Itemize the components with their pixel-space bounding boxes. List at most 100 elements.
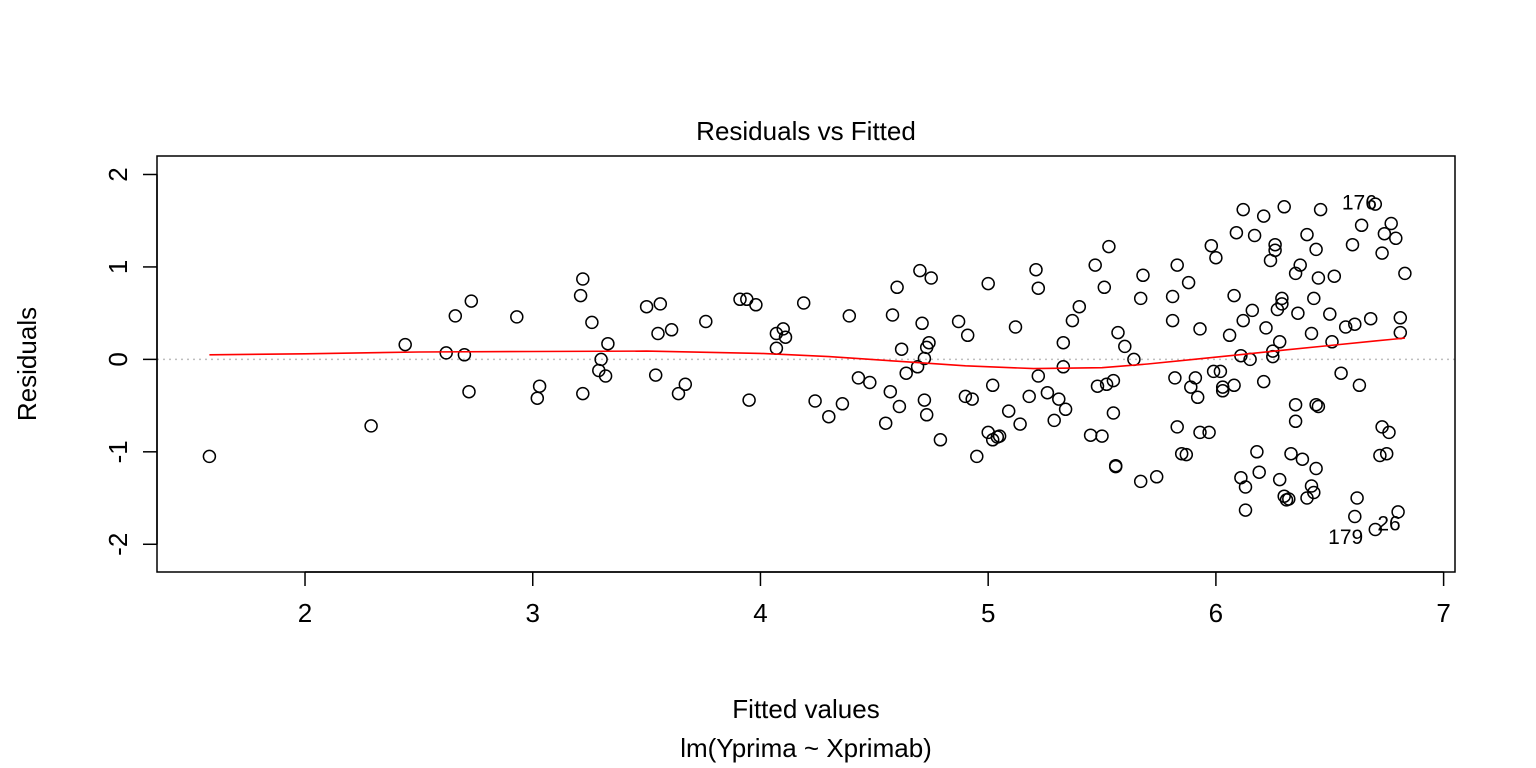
residual-point xyxy=(1350,491,1364,505)
residual-point xyxy=(1307,291,1321,306)
residual-point xyxy=(1090,379,1105,393)
residual-point xyxy=(1368,197,1383,211)
residual-point xyxy=(796,296,811,310)
x-tick-label: 7 xyxy=(1436,598,1450,628)
x-tick-label: 6 xyxy=(1209,598,1223,628)
residual-point xyxy=(1259,321,1273,335)
residual-point xyxy=(1206,364,1221,379)
residual-point xyxy=(1345,237,1360,252)
residual-point xyxy=(1165,289,1180,304)
residual-point xyxy=(1056,360,1071,374)
residual-point xyxy=(1149,470,1164,484)
residual-point xyxy=(1013,417,1027,431)
residual-point xyxy=(1307,485,1321,500)
residual-point xyxy=(1099,377,1114,392)
residual-point xyxy=(1391,505,1405,519)
residual-point xyxy=(1052,392,1066,406)
x-axis: 2 3 4 5 6 7 xyxy=(298,571,1451,628)
residual-point xyxy=(1111,325,1125,340)
residual-point xyxy=(1102,239,1116,254)
residual-point xyxy=(594,352,608,367)
residual-point xyxy=(1170,258,1184,272)
residual-point xyxy=(1334,366,1348,380)
residual-point xyxy=(1215,384,1230,398)
residual-point xyxy=(1293,258,1307,272)
x-tick-label: 4 xyxy=(753,598,767,628)
residual-point xyxy=(899,366,913,380)
residual-point xyxy=(1250,445,1264,459)
residual-point xyxy=(878,416,893,430)
residual-point xyxy=(922,335,936,350)
residual-point xyxy=(1174,446,1189,461)
residual-point xyxy=(913,263,927,278)
residual-point xyxy=(439,346,453,360)
residual-point xyxy=(1393,311,1408,325)
residual-point xyxy=(1236,313,1250,328)
residual-point xyxy=(1202,425,1216,440)
residual-point xyxy=(851,371,866,385)
residual-point xyxy=(1252,465,1266,479)
residual-point xyxy=(1047,413,1061,428)
residual-point xyxy=(1222,328,1237,343)
y-axis: -2 -1 0 1 2 xyxy=(103,167,158,556)
residual-point xyxy=(1238,503,1253,517)
residual-point xyxy=(1213,364,1228,379)
residual-point xyxy=(808,394,822,408)
residual-point xyxy=(883,384,898,399)
residual-point xyxy=(1193,425,1207,440)
residual-point xyxy=(1245,303,1260,318)
residual-point xyxy=(992,429,1007,443)
residual-point xyxy=(1108,458,1123,473)
residual-point xyxy=(464,294,479,308)
residual-point xyxy=(1133,474,1148,489)
residual-point xyxy=(1348,509,1362,524)
residual-point xyxy=(1229,225,1244,240)
y-tick-label: -1 xyxy=(103,440,133,463)
residual-point xyxy=(1389,231,1403,246)
residual-point xyxy=(1179,447,1194,462)
residual-point xyxy=(890,280,904,295)
residual-point xyxy=(1065,313,1080,328)
residual-point xyxy=(1001,404,1016,418)
residual-point xyxy=(1136,268,1150,283)
residual-point xyxy=(1288,397,1303,412)
residual-point xyxy=(1256,209,1271,223)
residual-point xyxy=(1181,275,1196,290)
residual-point xyxy=(1031,281,1046,295)
residual-point xyxy=(894,342,909,356)
residual-point xyxy=(1311,399,1326,414)
outlier-label: 26 xyxy=(1377,512,1400,535)
residual-point xyxy=(970,449,984,464)
residual-point xyxy=(1193,322,1207,336)
residual-point xyxy=(1272,472,1287,487)
residual-point xyxy=(398,337,412,352)
residual-point xyxy=(678,377,693,392)
residual-point xyxy=(769,326,784,341)
residual-point xyxy=(1309,242,1323,257)
residual-point xyxy=(1209,250,1223,265)
residual-point xyxy=(892,399,907,414)
residual-point xyxy=(1268,237,1282,252)
residual-point xyxy=(573,288,588,303)
chart-title: Residuals vs Fitted xyxy=(696,116,916,146)
y-tick-label: 1 xyxy=(103,260,133,274)
residual-point xyxy=(1058,402,1073,417)
residual-point xyxy=(576,386,590,401)
y-tick-label: 2 xyxy=(103,167,133,181)
outlier-labels: 176 26 179 xyxy=(1328,192,1401,550)
residual-point xyxy=(639,299,654,314)
residual-point xyxy=(1284,446,1298,461)
residual-point xyxy=(1256,374,1271,389)
residual-point xyxy=(933,433,948,447)
residual-point xyxy=(960,328,975,343)
residual-point xyxy=(1247,228,1262,243)
residual-point xyxy=(1379,446,1394,461)
residual-point xyxy=(651,326,665,341)
residual-point xyxy=(1300,227,1314,242)
y-tick-label: 0 xyxy=(103,352,133,366)
residual-point xyxy=(1188,371,1203,385)
residual-point xyxy=(448,309,463,323)
residual-point xyxy=(1288,414,1303,429)
residual-point xyxy=(1272,335,1287,349)
